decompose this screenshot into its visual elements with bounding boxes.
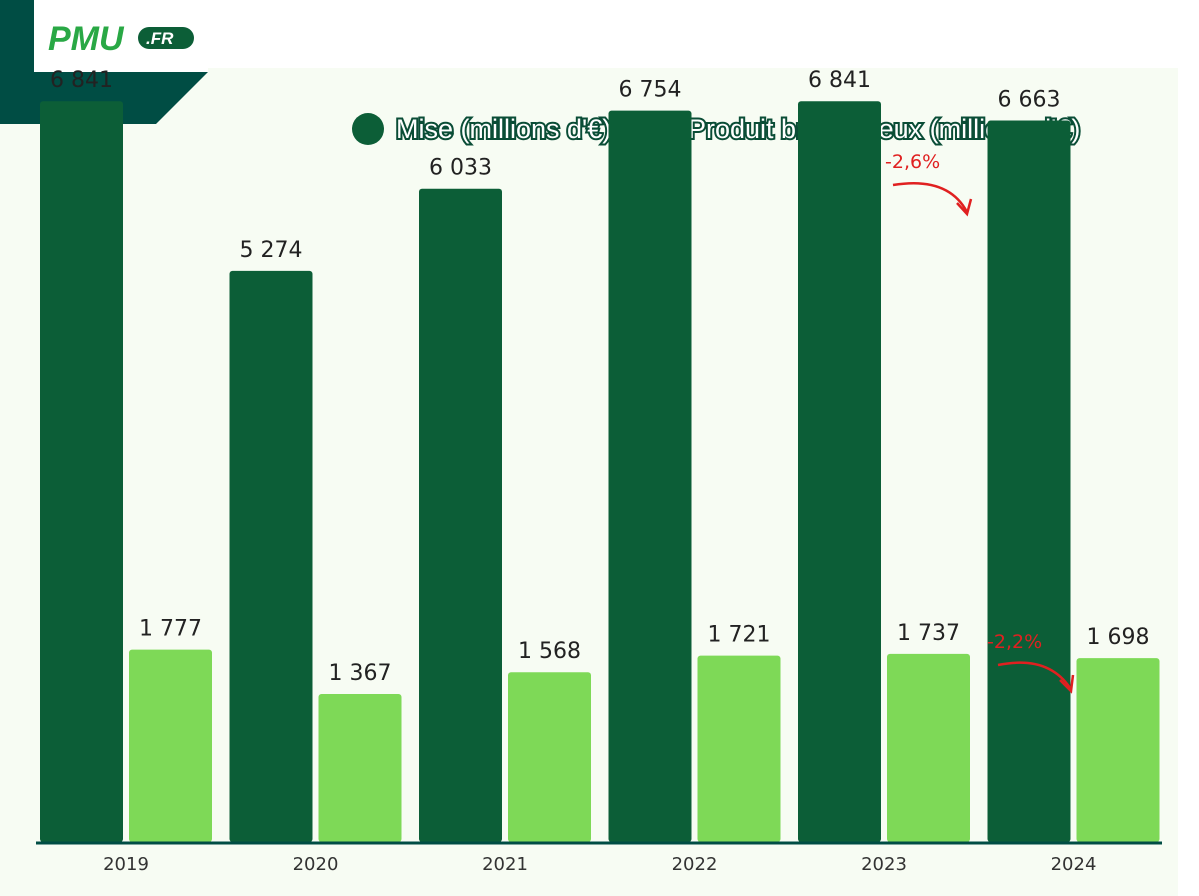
legend-label-mise: Mise (millions d'€) (396, 114, 611, 144)
delta-arrow-pbj (997, 661, 1072, 689)
logo-brand-text: PMU (48, 20, 125, 58)
bar-mise-2020 (229, 270, 313, 842)
bar-pbj-2024 (1076, 658, 1160, 842)
delta-arrowhead-pbj (1059, 674, 1075, 694)
data-label-mise-2023: 6 841 (808, 68, 871, 93)
bar-pbj-2023 (887, 653, 970, 842)
data-label-pbj-2019: 1 777 (139, 617, 202, 642)
data-label-pbj-2020: 1 367 (329, 661, 392, 686)
data-label-pbj-2023: 1 737 (897, 621, 960, 646)
delta-arrow-mise (892, 181, 969, 213)
data-label-pbj-2022: 1 721 (708, 623, 771, 648)
data-label-mise-2024: 6 663 (998, 88, 1061, 113)
bar-pbj-2020 (318, 694, 402, 842)
bar-pbj-2022 (697, 655, 781, 842)
x-tick-2023: 2023 (861, 854, 907, 875)
annotations-group: -2,6% -2,2% (885, 151, 1075, 694)
bar-pbj-2021 (508, 672, 591, 842)
bar-mise-2023 (798, 101, 881, 842)
bars-group: 6 841 1 777 2019 5 274 1 367 2020 6 033 1 568 20… (40, 68, 1160, 875)
x-tick-2020: 2020 (293, 854, 339, 875)
x-tick-2024: 2024 (1051, 854, 1097, 875)
bar-mise-2024 (987, 120, 1071, 842)
logo-badge (138, 27, 194, 49)
x-tick-2022: 2022 (672, 854, 718, 875)
legend-marker-mise (352, 113, 384, 145)
delta-label-pbj: -2,2% (987, 631, 1042, 653)
data-label-mise-2021: 6 033 (429, 156, 492, 181)
x-tick-2021: 2021 (482, 854, 528, 875)
x-tick-2019: 2019 (103, 854, 149, 875)
logo-suffix-text: .FR (146, 29, 174, 48)
bar-mise-2022 (608, 110, 692, 843)
delta-arrowhead-mise (956, 198, 973, 217)
data-label-mise-2019: 6 841 (50, 68, 113, 93)
legend: Mise (millions d'€) Produit brut de jeux… (352, 112, 1082, 146)
delta-label-mise: -2,6% (885, 151, 940, 173)
pmu-logo: PMU .FR (48, 20, 194, 58)
bar-pbj-2019 (129, 649, 212, 842)
data-label-pbj-2021: 1 568 (518, 639, 581, 664)
header-band (0, 0, 208, 124)
data-label-mise-2020: 5 274 (240, 238, 303, 263)
data-label-mise-2022: 6 754 (619, 78, 682, 103)
bar-mise-2021 (419, 188, 502, 842)
data-label-pbj-2024: 1 698 (1087, 625, 1150, 650)
bar-mise-2019 (40, 101, 123, 842)
